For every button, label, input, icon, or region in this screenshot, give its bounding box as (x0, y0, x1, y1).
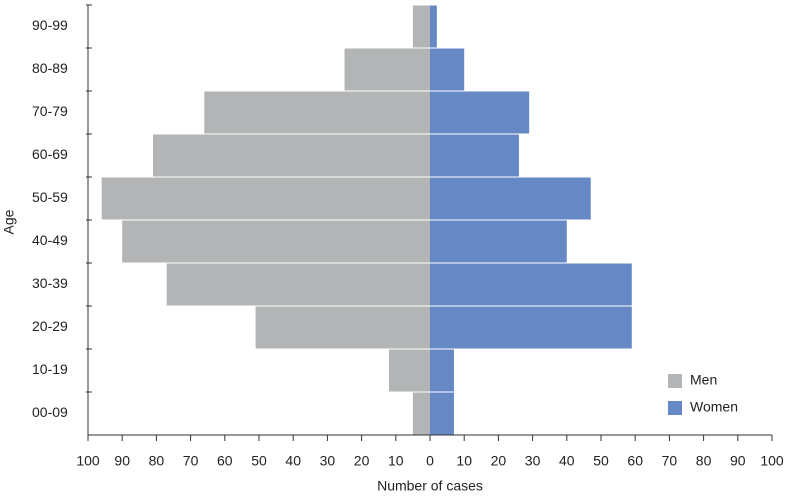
bar (430, 5, 437, 48)
x-tick-label: 50 (251, 453, 267, 469)
x-tick-label: 60 (627, 453, 643, 469)
y-tick-label: 20-29 (32, 318, 68, 334)
x-tick-label: 20 (354, 453, 370, 469)
x-tick-label: 0 (426, 453, 434, 469)
x-tick-label: 90 (114, 453, 130, 469)
y-tick-label: 10-19 (32, 361, 68, 377)
y-tick-label: 00-09 (32, 404, 68, 420)
legend-label: Women (690, 399, 738, 415)
bar (430, 220, 567, 263)
x-tick-label: 70 (662, 453, 678, 469)
x-tick-label: 40 (285, 453, 301, 469)
y-tick-label: 50-59 (32, 189, 68, 205)
y-tick-label: 60-69 (32, 146, 68, 162)
y-axis-label: Age (1, 209, 17, 234)
bar (344, 48, 430, 91)
bar (430, 306, 632, 349)
x-tick-label: 70 (183, 453, 199, 469)
legend-swatch (668, 401, 682, 415)
bar (255, 306, 430, 349)
bar (430, 263, 632, 306)
legend-label: Men (690, 372, 717, 388)
bar (152, 134, 431, 177)
x-tick-label: 20 (491, 453, 507, 469)
x-tick-label: 10 (456, 453, 472, 469)
bar (388, 349, 430, 392)
bar (430, 134, 519, 177)
x-tick-label: 10 (388, 453, 404, 469)
x-tick-label: 60 (217, 453, 233, 469)
x-tick-label: 30 (320, 453, 336, 469)
bar (412, 392, 430, 435)
y-tick-label: 40-49 (32, 232, 68, 248)
bar (430, 91, 530, 134)
legend-swatch (668, 374, 682, 388)
x-tick-label: 100 (760, 453, 784, 469)
bar (412, 5, 430, 48)
bar (430, 177, 591, 220)
bar (166, 263, 430, 306)
y-tick-label: 90-99 (32, 17, 68, 33)
y-tick-label: 30-39 (32, 275, 68, 291)
bar (430, 349, 454, 392)
x-tick-label: 90 (730, 453, 746, 469)
x-tick-label: 100 (76, 453, 100, 469)
bar (101, 177, 431, 220)
x-tick-label: 30 (525, 453, 541, 469)
bar (204, 91, 430, 134)
x-tick-label: 50 (593, 453, 609, 469)
bar (430, 48, 465, 91)
x-axis-label: Number of cases (377, 478, 483, 494)
x-tick-label: 80 (696, 453, 712, 469)
x-tick-label: 40 (559, 453, 575, 469)
bar (430, 392, 454, 435)
bar (122, 220, 430, 263)
y-tick-label: 70-79 (32, 103, 68, 119)
x-tick-label: 80 (149, 453, 165, 469)
y-tick-label: 80-89 (32, 60, 68, 76)
